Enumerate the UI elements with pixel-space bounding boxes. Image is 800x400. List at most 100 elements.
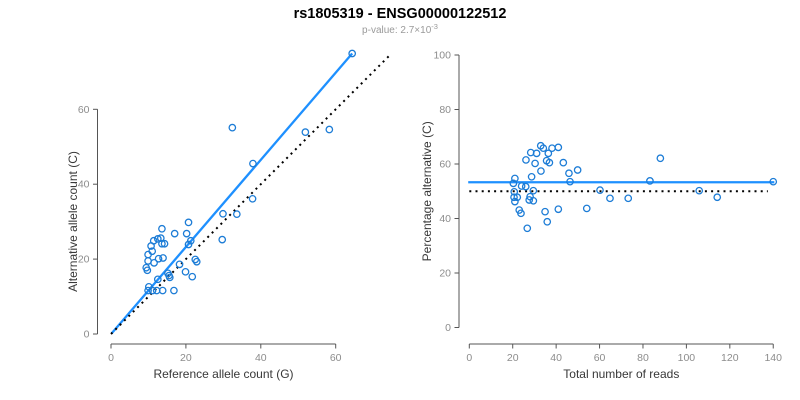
scatter-point [249, 159, 257, 168]
scatter-point [656, 154, 665, 163]
scatter-point [695, 186, 704, 195]
subtitle-pvalue-exponent: -3 [431, 22, 438, 31]
x-axis-tick-label: 0 [108, 352, 114, 364]
y-axis-tick-label: 100 [433, 50, 451, 62]
scatter-point [188, 272, 197, 281]
scatter-point [158, 239, 166, 248]
scatter-point [158, 286, 167, 295]
scatter-point [606, 194, 614, 203]
figure-title: rs1805319 - ENSG00000122512 [294, 6, 507, 22]
scatter-point [182, 229, 191, 238]
scatter-point [537, 167, 545, 175]
scatter-point [150, 258, 158, 267]
scatter-point [532, 149, 541, 158]
scatter-point [509, 179, 518, 188]
scatter-point [511, 174, 519, 183]
right-x-axis-title: Total number of reads [563, 367, 679, 381]
scatter-point [165, 273, 174, 282]
scatter-point [545, 158, 554, 167]
x-axis-tick-label: 60 [330, 352, 342, 364]
right-y-axis-title: Percentage alternative (C) [420, 121, 434, 261]
scatter-point [170, 286, 178, 295]
scatter-point [573, 166, 582, 174]
scatter-point [517, 209, 525, 218]
y-axis-tick-label: 0 [84, 329, 90, 341]
scatter-point [539, 144, 548, 153]
x-axis-tick-label: 20 [180, 352, 192, 364]
scatter-point [175, 260, 184, 269]
scatter-point [149, 236, 158, 245]
scatter-point [154, 254, 163, 263]
scatter-point [325, 125, 334, 134]
scatter-point [531, 159, 539, 168]
scatter-point [554, 143, 563, 152]
scatter-point [582, 204, 591, 213]
x-axis-tick-label: 40 [550, 352, 562, 364]
fitted-line [110, 52, 354, 335]
y-axis-tick-label: 20 [439, 268, 451, 280]
scatter-point [543, 217, 552, 226]
x-axis-tick-label: 120 [721, 352, 739, 364]
scatter-point [228, 123, 237, 132]
identity-line [110, 55, 390, 335]
scatter-point [522, 156, 530, 164]
scatter-point [184, 218, 193, 227]
scatter-point [544, 149, 553, 158]
y-axis-tick-label: 0 [445, 322, 451, 334]
scatter-point [527, 172, 536, 181]
scatter-point [523, 224, 532, 233]
scatter-point [144, 250, 152, 259]
scatter-point [153, 235, 162, 243]
scatter-point [143, 266, 152, 275]
scatter-point [301, 128, 310, 136]
x-axis-tick-label: 80 [637, 352, 649, 364]
scatter-point [248, 194, 257, 203]
scatter-point [769, 177, 778, 186]
scatter-point [348, 49, 357, 58]
x-axis-tick-label: 20 [507, 352, 519, 364]
scatter-point [566, 177, 574, 186]
scatter-point [713, 193, 722, 202]
left-y-axis-title: Alternative allele count (C) [66, 151, 80, 292]
scatter-point [232, 210, 241, 219]
scatter-point [219, 209, 227, 218]
scatter-point [153, 275, 162, 284]
scatter-point [159, 254, 167, 262]
y-axis-tick-label: 20 [78, 254, 90, 266]
x-axis-tick-label: 0 [466, 352, 472, 364]
scatter-point [525, 196, 534, 204]
scatter-point [144, 286, 152, 295]
scatter-point [510, 193, 518, 202]
scatter-point [184, 240, 193, 249]
scatter-point [596, 186, 604, 195]
scatter-point [548, 144, 556, 153]
y-axis-tick-label: 40 [78, 179, 90, 191]
scatter-point [148, 286, 157, 295]
left-x-axis-title: Reference allele count (G) [153, 367, 293, 381]
right-scatter-panel: 0 20 40 60 80 100 120 140 0 20 40 60 80 100 [433, 50, 782, 365]
scatter-point [559, 158, 568, 167]
left-scatter-panel: 0 20 40 60 0 20 40 60 [78, 49, 390, 364]
y-axis-tick-label: 40 [439, 213, 451, 225]
scatter-point [160, 239, 169, 248]
x-axis-tick-label: 40 [255, 352, 267, 364]
scatter-point [529, 196, 538, 205]
y-axis-tick-label: 60 [78, 104, 90, 116]
scatter-point [565, 169, 573, 178]
scatter-point [517, 182, 526, 190]
scatter-point [646, 177, 654, 185]
scatter-point [529, 186, 538, 195]
scatter-point [554, 205, 563, 214]
x-axis-tick-label: 60 [594, 352, 606, 364]
scatter-point [521, 182, 530, 191]
y-axis-tick-label: 80 [439, 104, 451, 116]
scatter-point [218, 235, 227, 244]
scatter-point [158, 224, 166, 233]
scatter-point [148, 247, 157, 256]
scatter-point [192, 257, 201, 266]
scatter-point [186, 236, 195, 245]
y-axis-tick-label: 60 [439, 159, 451, 171]
scatter-point [170, 229, 179, 238]
